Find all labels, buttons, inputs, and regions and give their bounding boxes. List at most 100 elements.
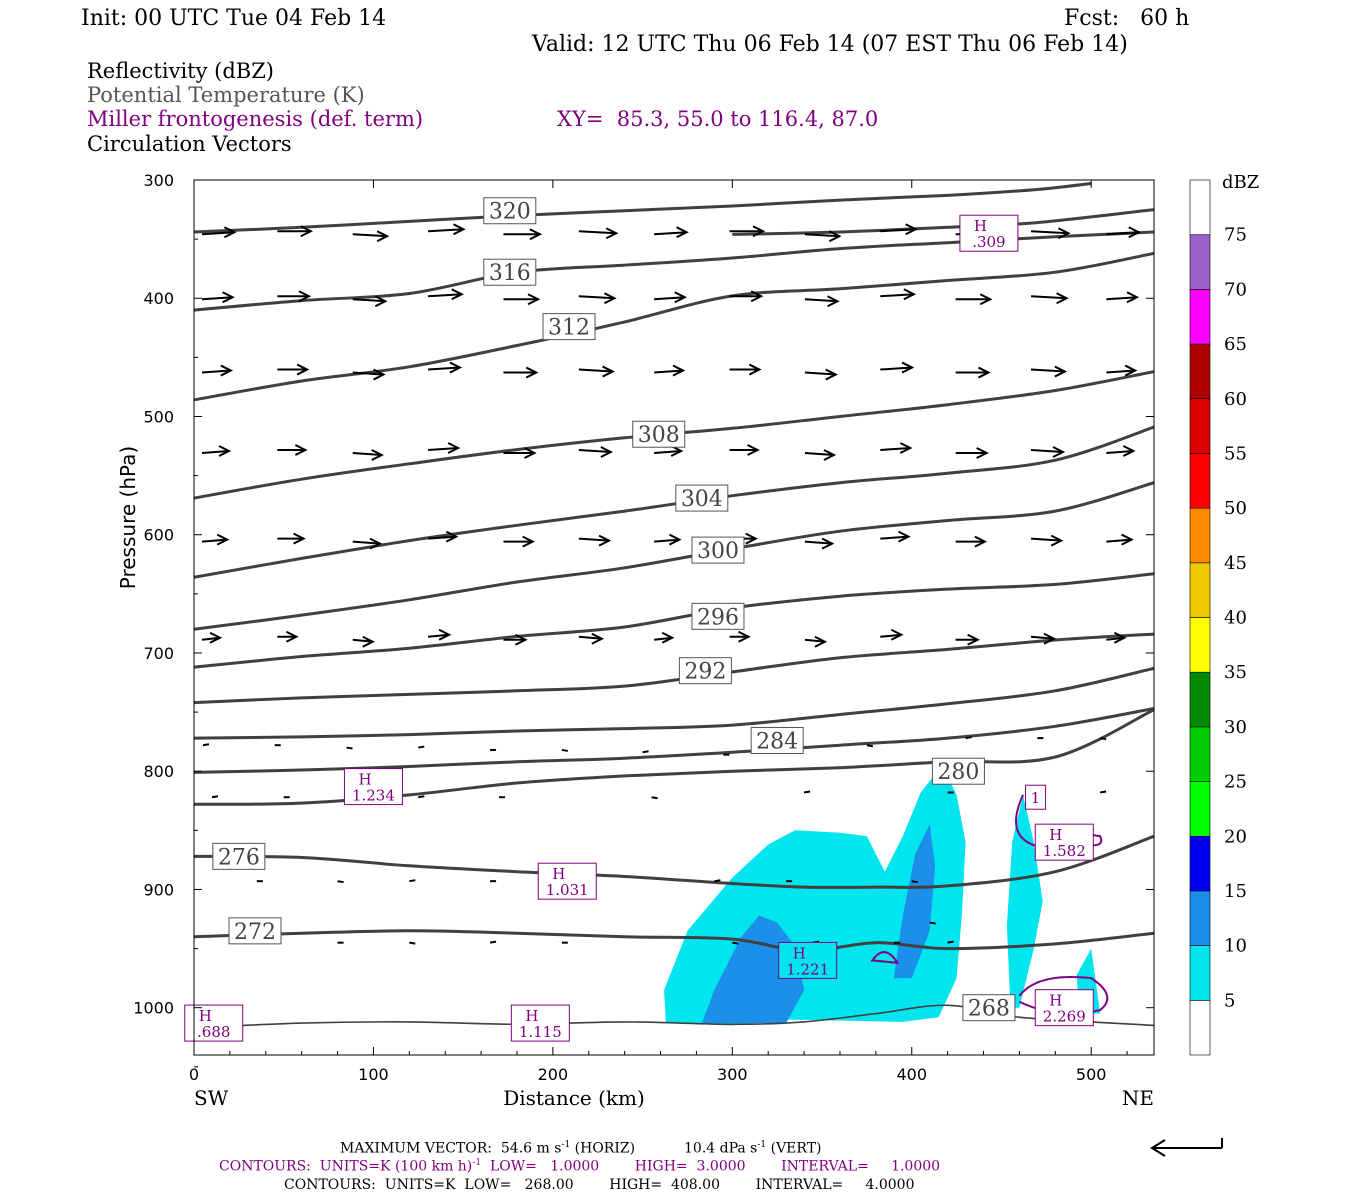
x-tick-label-500: 500 (1076, 1065, 1107, 1084)
vector-head-5-8 (814, 635, 828, 648)
theta-contour-292 (194, 632, 1154, 705)
vector-shaft-1-2 (352, 298, 386, 303)
miller-max-box-0 (959, 214, 1019, 252)
theta-label-304: 304 (681, 487, 723, 512)
legend-miller: Miller frontogenesis (def. term) (87, 107, 424, 131)
miller-max-value-3: 1.221 (786, 960, 829, 978)
vector-head-2-8 (825, 368, 838, 381)
vector-head-2-12 (1124, 364, 1138, 377)
vector-shaft-1-9 (880, 293, 914, 298)
vector-shaft-1-0 (201, 296, 233, 301)
x-tick-label-400: 400 (896, 1065, 927, 1084)
theta-contour-320 (194, 182, 1092, 234)
vector-shaft-0-6 (654, 231, 687, 236)
vector-small-12 (211, 795, 219, 799)
vector-head-5-4 (515, 633, 528, 646)
vector-head-3-7 (747, 444, 760, 456)
theta-label-320: 320 (489, 200, 531, 225)
reflectivity-5dbz-area-1 (1006, 794, 1043, 1008)
vector-shaft-5-2 (352, 638, 373, 643)
vectors-layer (201, 223, 1142, 945)
x-tick-label-100: 100 (358, 1065, 389, 1084)
vector-head-1-5 (603, 292, 617, 305)
theta-contour-268 (194, 1004, 1154, 1029)
vector-small-5 (561, 748, 569, 752)
y-tick-label-600: 600 (143, 526, 174, 545)
theta-label-box-284 (750, 726, 804, 754)
colorbar-swatch-2 (1189, 890, 1211, 946)
theta-contour-272 (194, 929, 1154, 953)
vector-shaft-5-6 (654, 636, 673, 641)
vector-head-0-3 (453, 223, 466, 236)
vector-head-3-1 (294, 444, 308, 456)
vector-head-5-10 (967, 633, 980, 646)
colorbar-label-20: 20 (1224, 826, 1247, 847)
axes-layer: 300 400 500 600 700 800 900 1000 0 100 200 300 400 50… (116, 171, 1154, 1110)
legend-reflectivity: Reflectivity (dBZ) (87, 59, 275, 83)
colorbar-label-55: 55 (1224, 443, 1247, 464)
vector-shaft-4-0 (201, 538, 228, 543)
miller-max-box-7 (510, 1004, 570, 1042)
vector-head-3-8 (823, 449, 837, 461)
vector-head-2-5 (602, 365, 615, 378)
vector-head-2-2 (373, 368, 386, 381)
vector-head-1-2 (374, 295, 388, 308)
miller-max-box-5 (1034, 989, 1094, 1027)
theta-label-box-304 (675, 484, 729, 512)
vector-small-9 (965, 736, 972, 740)
vector-small-18 (803, 790, 811, 794)
vector-head-5-11 (1043, 632, 1057, 645)
vector-head-4-3 (445, 530, 459, 543)
theta-label-284: 284 (756, 729, 798, 754)
vector-small-15 (418, 795, 425, 799)
miller-max-value-1: 1.234 (352, 787, 395, 805)
vector-shaft-3-6 (654, 449, 682, 454)
vector-head-4-0 (216, 533, 230, 546)
vector-head-4-11 (1050, 534, 1064, 547)
theta-label-box-316 (483, 258, 537, 286)
vector-shaft-1-6 (654, 296, 685, 301)
vector-head-4-12 (1121, 533, 1134, 546)
vector-head-2-7 (748, 363, 762, 376)
vector-shaft-3-5 (578, 448, 611, 453)
colorbar-label-75: 75 (1224, 225, 1247, 246)
miller-max-value-7: 1.115 (519, 1023, 562, 1041)
colorbar-swatch-13 (1189, 289, 1211, 345)
theta-contour-300 (194, 481, 1154, 631)
vector-head-2-0 (220, 364, 234, 377)
vector-shaft-4-11 (1030, 537, 1062, 542)
vector-head-0-12 (1128, 226, 1142, 239)
vector-head-2-3 (449, 361, 463, 374)
vector-head-3-12 (1122, 445, 1136, 457)
miller-max-box-1 (343, 768, 403, 806)
reflectivity-layer (664, 765, 1101, 1026)
vector-head-0-2 (376, 230, 390, 243)
footer-max-vector: MAXIMUM VECTOR: 54.6 m s-1 (HORIZ) 10.4 … (340, 1140, 822, 1157)
colorbar-label-40: 40 (1224, 608, 1247, 629)
miller-max-value-2: 1.031 (546, 881, 589, 899)
theta-label-box-296 (691, 602, 745, 630)
theta-label-268: 268 (968, 997, 1010, 1022)
vector-head-1-4 (527, 293, 541, 306)
colorbar-label-10: 10 (1224, 936, 1247, 957)
vector-shaft-4-6 (654, 538, 680, 543)
vector-shaft-5-3 (427, 633, 450, 638)
theta-label-box-308 (632, 420, 686, 448)
vector-shaft-2-5 (578, 368, 613, 373)
miller-max-symbol-3: H (793, 944, 806, 962)
vector-shaft-5-9 (880, 633, 902, 638)
x-tick-label-300: 300 (717, 1065, 748, 1084)
colorbar-label-30: 30 (1224, 717, 1247, 738)
reflectivity-10dbz-area-1 (893, 824, 936, 979)
vector-shaft-1-12 (1106, 296, 1138, 301)
vector-shaft-0-5 (578, 230, 617, 235)
theta-label-box-276 (212, 842, 266, 870)
theta-contour-284 (194, 666, 1154, 740)
vector-head-3-11 (1052, 446, 1066, 458)
vector-shaft-4-3 (428, 535, 457, 540)
theta-label-box-312 (542, 313, 596, 341)
vector-head-0-1 (300, 225, 314, 238)
vector-head-0-4 (529, 228, 543, 241)
vector-head-2-9 (901, 361, 915, 374)
